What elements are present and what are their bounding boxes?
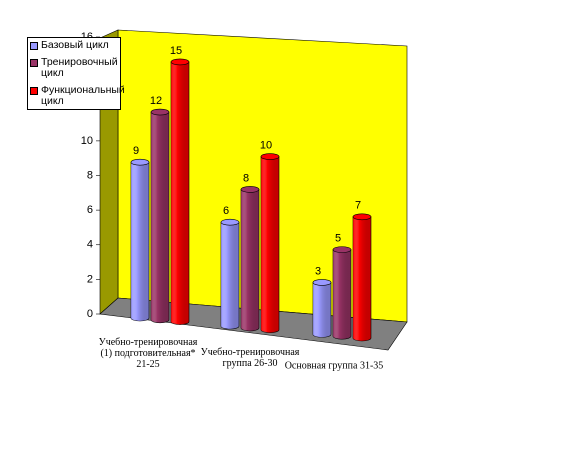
bar-shade: [333, 249, 351, 340]
bar-shade: [221, 222, 239, 330]
bar: [240, 186, 260, 332]
bar-top: [312, 279, 332, 286]
bar-top: [352, 213, 372, 221]
value-label: 10: [260, 139, 272, 151]
legend-label: Функциональный цикл: [41, 84, 125, 107]
bar-top: [260, 153, 280, 160]
bar: [260, 153, 280, 333]
legend-item: Тренировочный цикл: [30, 57, 118, 79]
bar: [150, 108, 170, 324]
bar-shade: [313, 282, 331, 338]
x-tick-label: Учебно-тренировочная (1) подготовительная…: [99, 337, 198, 370]
bar-top: [130, 158, 150, 166]
legend-label: Тренировочный цикл: [41, 56, 118, 79]
value-label: 12: [150, 95, 162, 107]
legend-item: Функциональный цикл: [30, 85, 125, 107]
bar: [352, 213, 372, 342]
legend-label: Базовый цикл: [41, 39, 109, 51]
value-label: 7: [355, 200, 361, 212]
legend-swatch: [30, 42, 38, 50]
legend-swatch: [30, 59, 38, 67]
bar: [220, 218, 240, 330]
value-label: 15: [170, 45, 182, 57]
value-label: 3: [315, 265, 321, 277]
value-label: 9: [133, 145, 139, 157]
legend: Базовый цикл Тренировочный цикл Функционал…: [27, 37, 125, 110]
bar-shade: [151, 112, 169, 323]
legend-swatch: [30, 87, 38, 95]
bar-shade: [261, 156, 279, 333]
y-tick-label: 6: [87, 204, 93, 216]
bar-top: [332, 246, 352, 253]
value-label: 6: [223, 205, 229, 217]
legend-item: Базовый цикл: [30, 40, 118, 51]
bar-shade: [131, 162, 149, 321]
bar-shade: [353, 216, 371, 341]
bar-shade: [171, 61, 189, 325]
bar: [332, 246, 352, 340]
y-tick-label: 8: [87, 169, 93, 181]
y-tick-label: 2: [87, 273, 93, 285]
value-label: 8: [243, 172, 249, 184]
y-tick-label: 4: [87, 239, 93, 251]
bar-top: [170, 58, 190, 66]
bar: [312, 279, 332, 338]
bar: [130, 158, 150, 322]
bar-top: [150, 108, 170, 116]
y-tick-label: 10: [81, 135, 93, 147]
y-tick-label: 0: [87, 308, 93, 320]
bar-top: [240, 186, 260, 193]
bar-top: [220, 218, 240, 226]
x-tick-label: Основная группа 31-35: [285, 360, 384, 371]
x-tick-label: Учебно-тренировочная группа 26-30: [201, 347, 300, 369]
bar-shade: [241, 189, 259, 331]
value-label: 5: [335, 233, 341, 245]
bar: [170, 58, 190, 325]
